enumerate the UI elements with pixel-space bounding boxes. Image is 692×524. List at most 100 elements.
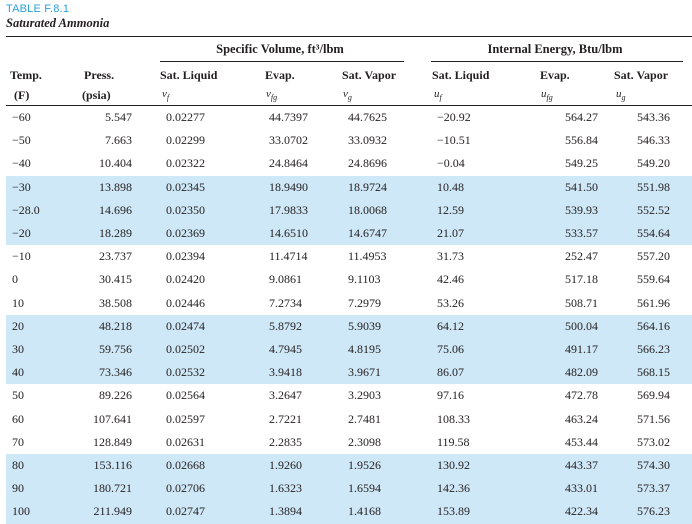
cell-vfg: 1.9260 (269, 458, 302, 472)
group-header-energy: Internal Energy, Btu/lbm (487, 42, 623, 56)
cell-vfg: 24.8464 (269, 156, 308, 171)
table-number: TABLE F.8.1 (6, 3, 70, 15)
cell-vfg: 1.6323 (269, 481, 302, 496)
cell-vf: 0.02345 (166, 179, 205, 194)
cell-vf: 0.02394 (166, 249, 205, 264)
symbol-ug: ug (616, 88, 626, 103)
cell-uf: −0.04 (437, 156, 465, 171)
cell-vf: 0.02668 (166, 458, 205, 472)
table-row: 80 153.116 0.02668 1.9260 1.9526 130.92 443.37… (6, 454, 692, 478)
header-evap-v: Evap. (265, 68, 295, 82)
cell-vg: 2.7481 (348, 411, 381, 426)
cell-temp: 10 (12, 295, 24, 310)
cell-vf: 0.02369 (166, 226, 205, 240)
table-row: 50 89.226 0.02564 3.2647 3.2903 97.16 472.78 56… (6, 384, 692, 407)
header-press-unit: (psia) (82, 88, 111, 102)
cell-vg: 2.3098 (348, 434, 381, 449)
cell-vfg: 2.2835 (269, 434, 302, 449)
cell-vfg: 18.9490 (269, 179, 308, 194)
table-row: −20 18.289 0.02369 14.6510 14.6747 21.07 533.5… (6, 222, 692, 246)
header-rule (6, 105, 692, 106)
cell-pressure: 89.226 (99, 388, 132, 403)
cell-vf: 0.02532 (166, 365, 205, 380)
table-row: −28.0 14.696 0.02350 17.9833 18.0068 12.59 539… (6, 198, 692, 222)
cell-vfg: 3.9418 (269, 365, 302, 380)
cell-ufg: 508.71 (565, 295, 598, 310)
cell-uf: 12.59 (437, 202, 464, 217)
cell-ug: 566.23 (637, 342, 670, 356)
cell-ufg: 500.04 (565, 318, 598, 333)
cell-vg: 5.9039 (348, 318, 381, 333)
cell-vf: 0.02446 (166, 295, 205, 310)
cell-vf: 0.02502 (166, 342, 205, 356)
cell-vg: 18.9724 (348, 179, 387, 194)
cell-temp: 100 (12, 504, 30, 519)
cell-ug: 571.56 (637, 411, 670, 426)
cell-pressure: 128.849 (93, 434, 132, 449)
header-evap-u: Evap. (540, 68, 570, 82)
cell-vfg: 14.6510 (269, 226, 308, 240)
table-row: 20 48.218 0.02474 5.8792 5.9039 64.12 500.04 56… (6, 314, 692, 338)
cell-vg: 18.0068 (348, 202, 387, 217)
cell-vf: 0.02350 (166, 202, 205, 217)
cell-pressure: 7.663 (105, 133, 132, 148)
cell-pressure: 38.508 (99, 295, 132, 310)
cell-temp: 30 (12, 342, 24, 356)
header-sat-liquid-u: Sat. Liquid (432, 68, 490, 82)
cell-ufg: 541.50 (565, 179, 598, 194)
cell-uf: 21.07 (437, 226, 464, 240)
cell-vfg: 3.2647 (269, 388, 302, 403)
cell-pressure: 59.756 (99, 342, 132, 356)
cell-pressure: 153.116 (93, 458, 132, 472)
cell-ufg: 252.47 (565, 249, 598, 264)
cell-pressure: 14.696 (99, 202, 132, 217)
cell-ufg: 491.17 (565, 342, 598, 356)
header-sat-liquid-v: Sat. Liquid (160, 68, 218, 82)
cell-vfg: 5.8792 (269, 318, 302, 333)
cell-vg: 24.8696 (348, 156, 387, 171)
table-row: 0 30.415 0.02420 9.0861 9.1103 42.46 517.18 559… (6, 268, 692, 291)
cell-vg: 4.8195 (348, 342, 381, 356)
cell-vg: 7.2979 (348, 295, 381, 310)
cell-temp: 90 (12, 481, 24, 496)
cell-temp: −28.0 (12, 202, 40, 217)
table-title: Saturated Ammonia (6, 16, 110, 30)
group-rule-volume (160, 61, 404, 62)
cell-pressure: 48.218 (99, 318, 132, 333)
cell-ug: 574.30 (637, 458, 670, 472)
table-caption: TABLE F.8.1 Saturated Ammonia (6, 3, 109, 31)
cell-ug: 552.52 (637, 202, 670, 217)
table-row: 10 38.508 0.02446 7.2734 7.2979 53.26 508.71 56… (6, 292, 692, 315)
cell-ufg: 556.84 (565, 133, 598, 148)
cell-ug: 549.20 (637, 156, 670, 171)
symbol-uf: uf (434, 88, 442, 103)
cell-vf: 0.02706 (166, 481, 205, 496)
cell-vfg: 44.7397 (269, 110, 308, 124)
cell-vf: 0.02420 (166, 272, 205, 287)
table-row: −60 5.547 0.02277 44.7397 44.7625 −20.92 564.2… (6, 106, 692, 129)
cell-ug: 546.33 (637, 133, 670, 148)
cell-ug: 573.37 (637, 481, 670, 496)
cell-uf: 130.92 (437, 458, 470, 472)
cell-ufg: 517.18 (565, 272, 598, 287)
cell-vf: 0.02277 (166, 110, 205, 124)
cell-vf: 0.02299 (166, 133, 205, 148)
cell-pressure: 107.641 (93, 411, 132, 426)
cell-vg: 9.1103 (348, 272, 381, 287)
cell-ufg: 433.01 (565, 481, 598, 496)
header-sat-vapor-v: Sat. Vapor (342, 68, 397, 82)
symbol-vf: vf (162, 88, 170, 103)
cell-vg: 14.6747 (348, 226, 387, 240)
cell-ug: 568.15 (637, 365, 670, 380)
cell-vg: 33.0932 (348, 133, 387, 148)
cell-uf: 97.16 (437, 388, 464, 403)
cell-vg: 1.9526 (348, 458, 381, 472)
cell-pressure: 10.404 (99, 156, 132, 171)
table-row: −50 7.663 0.02299 33.0702 33.0932 −10.51 556.8… (6, 129, 692, 152)
cell-ufg: 533.57 (565, 226, 598, 240)
cell-pressure: 18.289 (99, 226, 132, 240)
cell-vg: 3.2903 (348, 388, 381, 403)
cell-ufg: 539.93 (565, 202, 598, 217)
table-row: −10 23.737 0.02394 11.4714 11.4953 31.73 252.4… (6, 245, 692, 268)
table-row: −40 10.404 0.02322 24.8464 24.8696 −0.04 549.2… (6, 152, 692, 175)
